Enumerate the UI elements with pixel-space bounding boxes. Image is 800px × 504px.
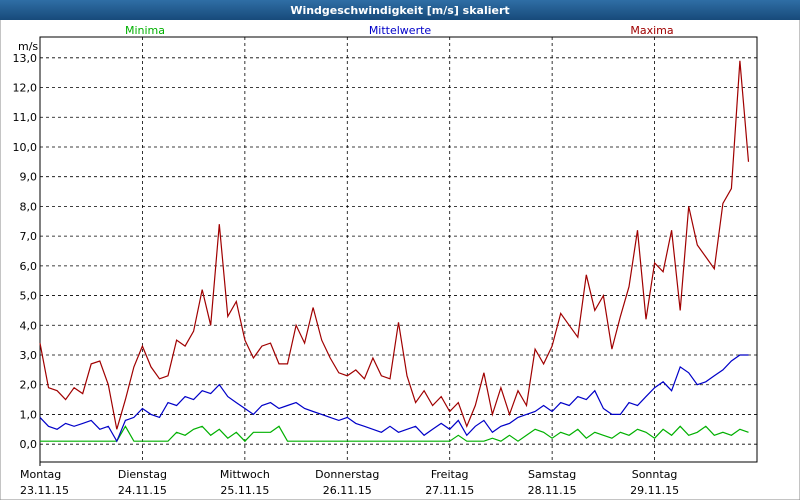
legend-label: Minima xyxy=(125,24,165,37)
chart-title: Windgeschwindigkeit [m/s] skaliert xyxy=(290,4,509,17)
x-tick-label: Dienstag xyxy=(118,468,167,481)
y-tick-label: 3,0 xyxy=(20,349,38,362)
x-tick-date: 27.11.15 xyxy=(425,484,474,497)
series-line xyxy=(39,354,749,443)
x-tick-date: 26.11.15 xyxy=(323,484,372,497)
y-tick-label: 7,0 xyxy=(20,230,38,243)
x-tick-date: 24.11.15 xyxy=(118,484,167,497)
x-tick-label: Freitag xyxy=(431,468,469,481)
series-line xyxy=(39,60,750,430)
x-tick-date: 23.11.15 xyxy=(20,484,69,497)
x-tick-label: Sonntag xyxy=(632,468,678,481)
y-tick-label: 2,0 xyxy=(20,379,38,392)
x-tick-label: Mittwoch xyxy=(220,468,270,481)
legend-label: Maxima xyxy=(630,24,673,37)
x-tick-date: 28.11.15 xyxy=(528,484,577,497)
x-tick-label: Samstag xyxy=(528,468,576,481)
y-tick-label: 11,0 xyxy=(13,111,38,124)
y-tick-label: 9,0 xyxy=(20,171,38,184)
x-tick-date: 29.11.15 xyxy=(630,484,679,497)
y-tick-label: 4,0 xyxy=(20,319,38,332)
y-tick-label: 0,0 xyxy=(20,438,38,451)
x-tick-label: Donnerstag xyxy=(315,468,379,481)
y-tick-label: 5,0 xyxy=(20,290,38,303)
x-tick-date: 25.11.15 xyxy=(220,484,269,497)
y-axis-label: m/s xyxy=(18,40,38,53)
plot-area xyxy=(39,36,758,463)
y-tick-label: 6,0 xyxy=(20,260,38,273)
y-tick-label: 10,0 xyxy=(13,141,38,154)
legend-label: Mittelwerte xyxy=(369,24,432,37)
y-tick-label: 12,0 xyxy=(13,82,38,95)
y-tick-label: 1,0 xyxy=(20,408,38,421)
series-line xyxy=(40,425,749,443)
y-tick-label: 8,0 xyxy=(20,200,38,213)
y-tick-label: 13,0 xyxy=(13,52,38,65)
title-bar xyxy=(0,0,800,20)
x-tick-label: Montag xyxy=(20,468,61,481)
